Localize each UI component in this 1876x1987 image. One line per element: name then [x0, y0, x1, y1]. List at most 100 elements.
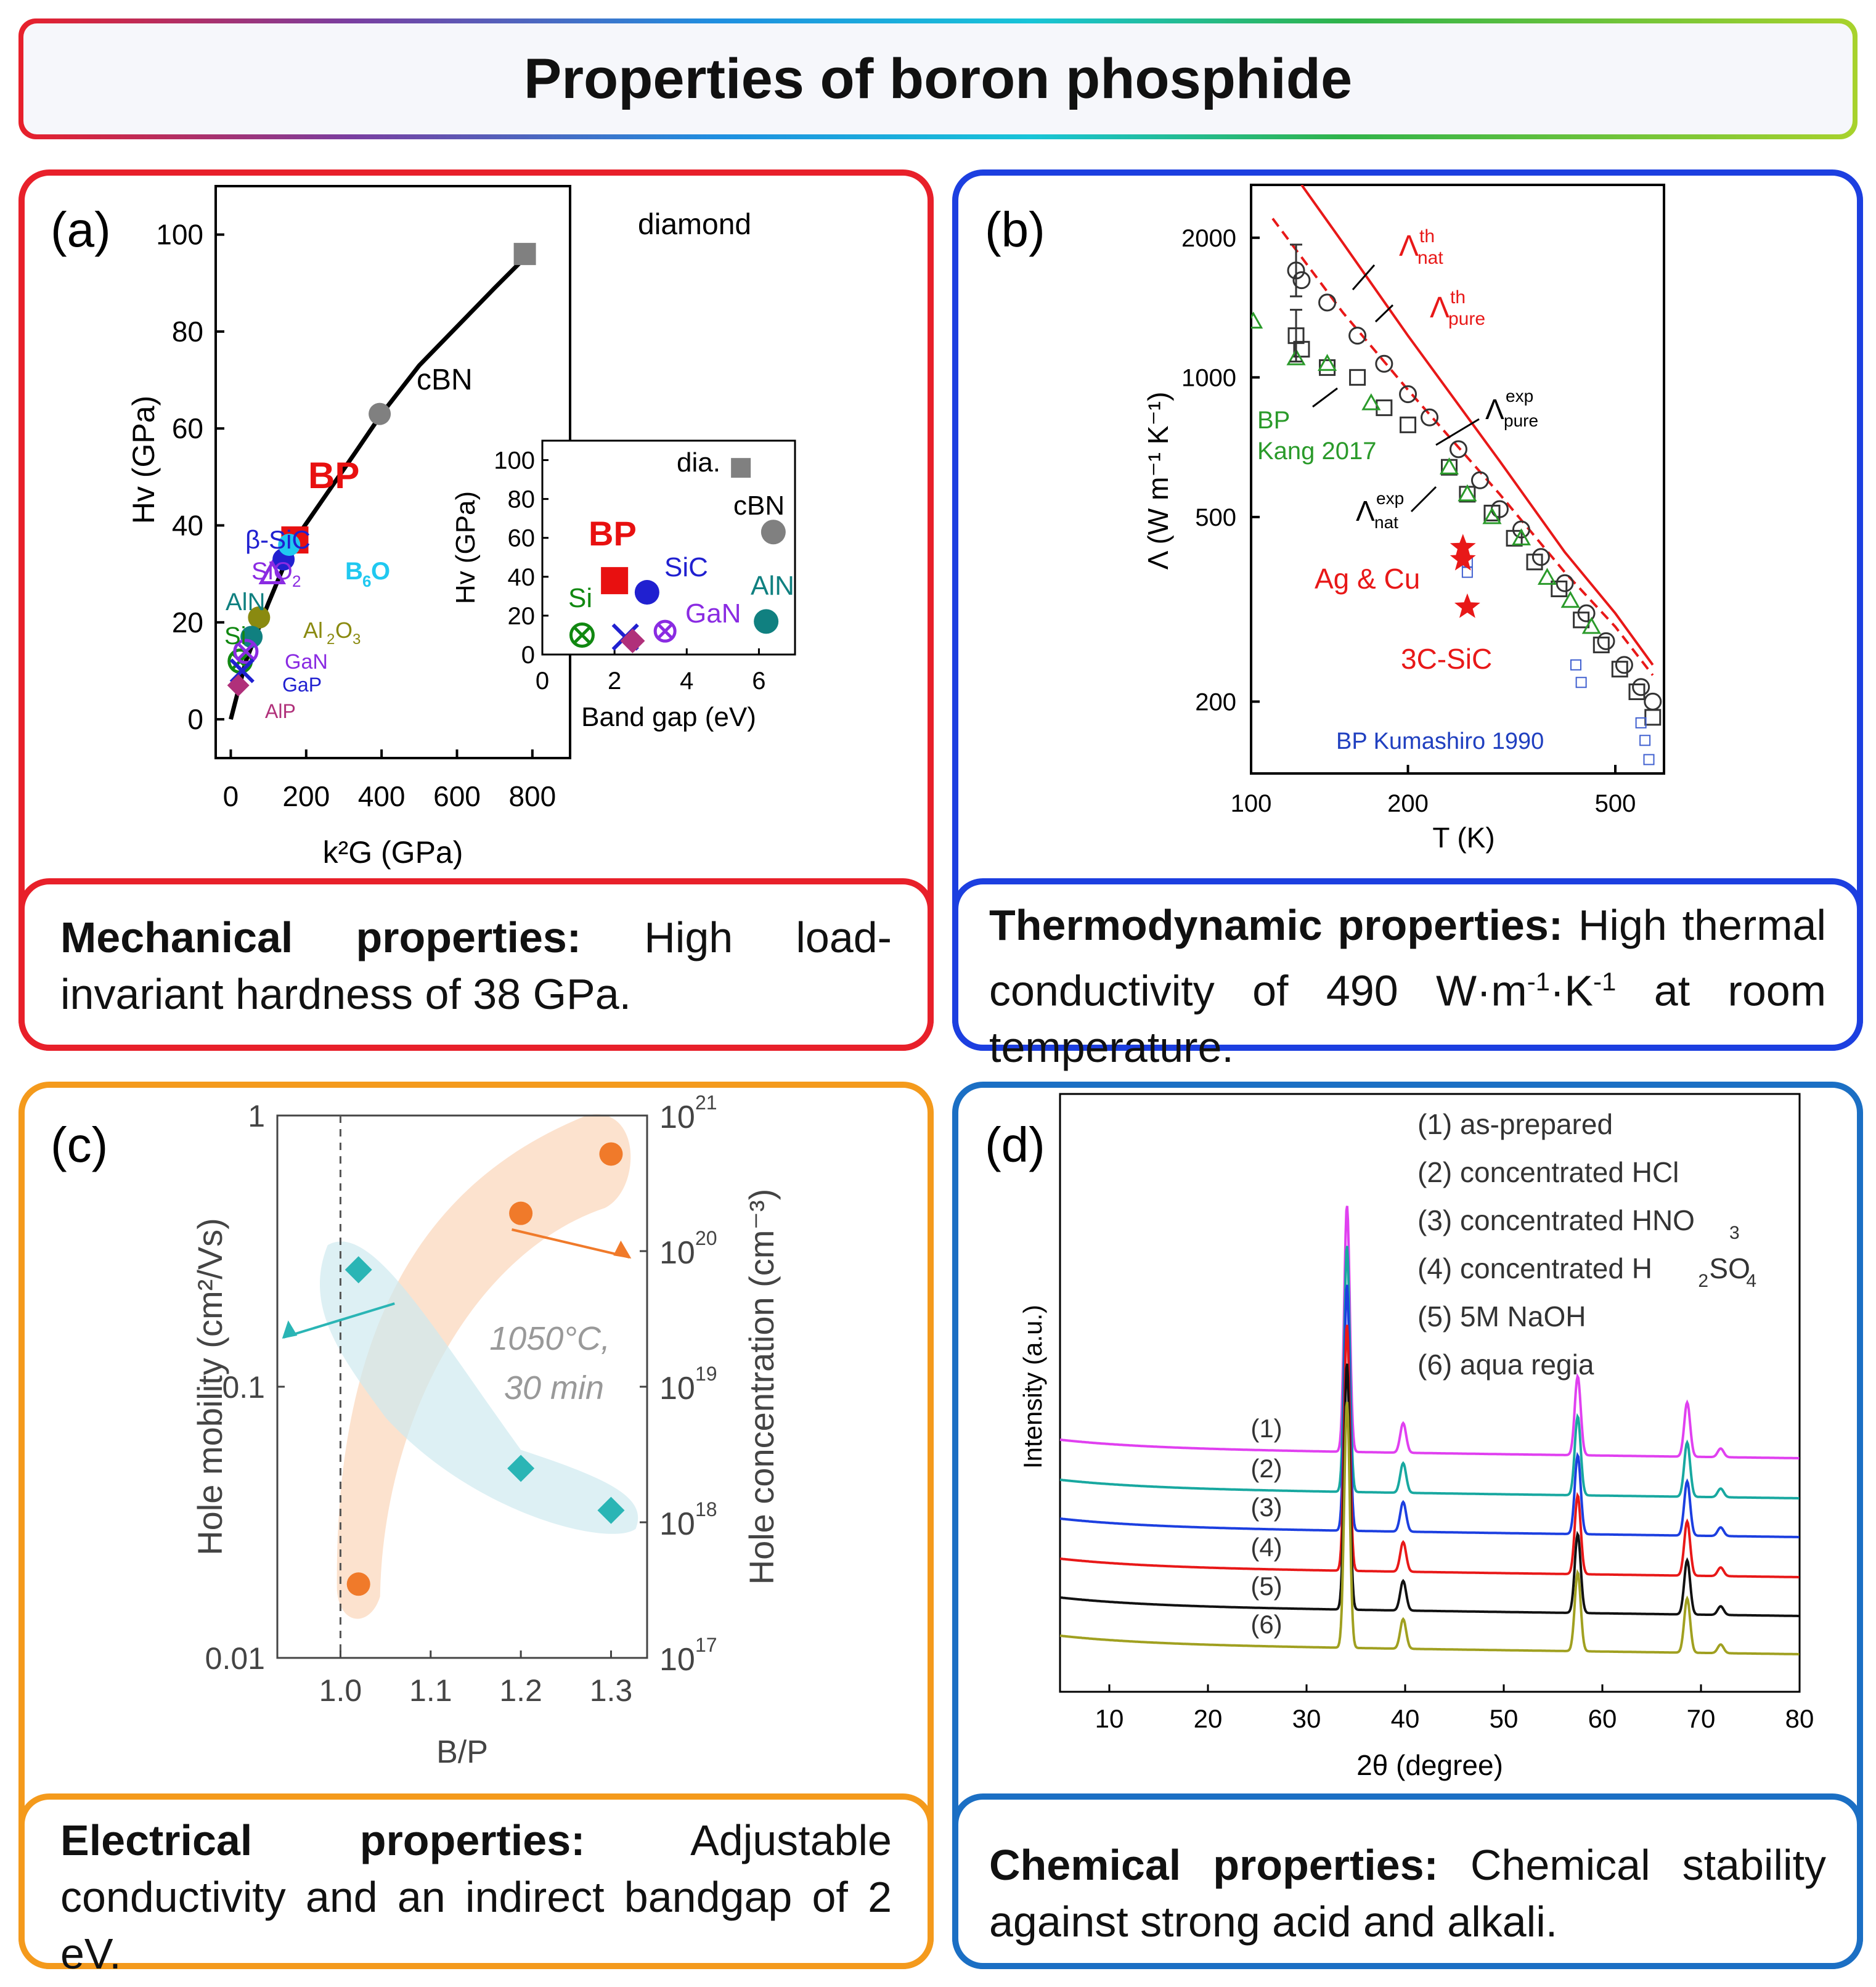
chart-b-kumashiro-point — [1643, 754, 1655, 765]
chart-a-label-b6o-o: O — [371, 558, 390, 585]
chart-b-theory-nat-line — [1271, 218, 1654, 676]
chart-a-label-b6o-6: 6 — [362, 572, 371, 590]
chart-d-series-4 — [1059, 1324, 1800, 1578]
chart-b-exp-nat-point — [1376, 399, 1393, 417]
chart-d-xrd: 10 20 30 40 50 60 70 80 2θ (degree) Intensity (a.… — [1018, 1093, 1814, 1781]
chart-b-exp-pure-point — [1421, 408, 1439, 426]
chart-b-errorbar — [1290, 243, 1303, 298]
chart-a-label-si: Si — [224, 622, 247, 650]
chart-b-plot-area — [1251, 185, 1662, 765]
panel-a-label: (a) — [51, 202, 111, 257]
chart-b-kumashiro-point — [1575, 677, 1587, 688]
chart-c-y2tick-base: 10 — [659, 1506, 695, 1542]
chart-d-xtick-label: 10 — [1095, 1704, 1124, 1733]
chart-b-exp-nat-point — [1628, 683, 1646, 700]
chart-a-label-sio2-sub: 2 — [292, 572, 301, 590]
caption-d-bold: Chemical properties: — [989, 1841, 1438, 1889]
chart-c-mobility-band — [319, 1241, 638, 1534]
chart-c-y2tick-base: 10 — [659, 1371, 695, 1406]
chart-a-inset-xtick-label: 6 — [752, 667, 765, 695]
chart-a-ytick-label: 100 — [156, 219, 203, 251]
chart-a-label-gan: GaN — [285, 650, 328, 674]
chart-a-inset-label-AlN: AlN — [751, 571, 794, 601]
chart-b-exp-nat-point — [1319, 359, 1336, 376]
chart-a-inset-point-AlN — [754, 609, 779, 634]
caption-b-sup-2: -1 — [1593, 967, 1617, 996]
chart-b-exp-nat-point — [1593, 636, 1610, 653]
chart-d-xtick-label: 70 — [1687, 1704, 1716, 1733]
chart-a-inset-ytick-label: 60 — [508, 525, 536, 552]
chart-a-point-GaN-x — [237, 642, 255, 661]
chart-d-xtick-label: 60 — [1588, 1704, 1617, 1733]
chart-a-label-diamond: diamond — [638, 208, 751, 241]
chart-b-ytick-label: 500 — [1195, 504, 1236, 531]
chart-a-point-Al2O3 — [248, 606, 271, 629]
chart-b-exp-nat-point — [1644, 709, 1662, 726]
chart-d-xtick-label: 20 — [1194, 1704, 1223, 1733]
chart-c-mobility-arrow — [283, 1302, 395, 1339]
chart-a-label-aln: AlN — [226, 589, 265, 616]
chart-c-mobility-point — [345, 1256, 372, 1284]
chart-b-label-bp-kang: BP — [1257, 407, 1290, 434]
chart-d-legend-4: (4) concentrated H — [1417, 1252, 1652, 1284]
chart-a-inset-ytick-label: 40 — [508, 564, 536, 591]
chart-a-xlabel: k²G (GPa) — [323, 835, 463, 870]
chart-a-xtick-label: 0 — [223, 780, 239, 812]
chart-b-exp-nat-point — [1526, 553, 1543, 571]
chart-b-kang-point — [1458, 484, 1477, 502]
chart-b-kang-point — [1251, 311, 1263, 329]
chart-a-inset-ytick-label: 80 — [508, 486, 536, 513]
chart-c-mobility-point — [507, 1455, 535, 1482]
chart-b-kang-point — [1482, 507, 1502, 524]
caption-b-sup-1: -1 — [1527, 967, 1551, 996]
chart-a-inset-xlabel: Band gap (eV) — [581, 702, 756, 732]
chart-b-label-kang-2017: Kang 2017 — [1257, 438, 1377, 465]
chart-b-xtick-label: 500 — [1595, 790, 1636, 817]
chart-c-xtick-label: 1.2 — [499, 1673, 542, 1708]
chart-c-mobility-point — [597, 1496, 625, 1524]
chart-b-exp-nat-point — [1349, 369, 1366, 386]
chart-b-ytick-label: 200 — [1195, 688, 1236, 716]
chart-a-inset-frame — [541, 439, 796, 656]
chart-d-series-label-6: (6) — [1250, 1610, 1282, 1639]
title-banner-inner: Properties of boron phosphide — [23, 23, 1853, 134]
chart-a-ytick-label: 0 — [187, 703, 203, 735]
chart-b-exp-pure-point — [1556, 574, 1574, 592]
chart-b-ylabel: Λ (W m⁻¹ K⁻¹) — [1142, 392, 1174, 570]
chart-b-exp-pure-point — [1632, 678, 1650, 696]
chart-c-concentration-point — [346, 1572, 370, 1596]
chart-a-inset-point-SiC — [634, 580, 659, 605]
chart-b-exp-pure-point — [1597, 632, 1615, 650]
chart-b-exp-pure-point — [1318, 293, 1337, 312]
chart-c-concentration-point — [509, 1201, 533, 1225]
chart-a-fit-curve — [229, 252, 531, 720]
chart-b-frame — [1250, 184, 1665, 775]
chart-a-inset-point-GaN-ring — [653, 619, 677, 643]
chart-a-inset-point-dia. — [731, 458, 751, 478]
chart-a-inset-xtick-label: 0 — [536, 667, 549, 695]
chart-c-y2tick-base: 10 — [659, 1100, 695, 1135]
chart-c-y2label: Hole concentration (cm⁻³) — [742, 1189, 781, 1585]
chart-b-kang-point — [1537, 568, 1557, 585]
chart-a-inset-ylabel: Hv (GPa) — [451, 491, 481, 604]
chart-a-xtick-label: 400 — [358, 780, 406, 812]
chart-b-label-lambda-nat-th: Λ — [1399, 230, 1419, 263]
title-banner: Properties of boron phosphide — [18, 18, 1858, 139]
chart-b-xtick-label: 100 — [1231, 790, 1272, 817]
chart-a-xtick-label: 600 — [433, 780, 481, 812]
chart-b-xlabel: T (K) — [1432, 822, 1495, 854]
chart-b-theory-pure-line — [1300, 185, 1654, 666]
chart-d-legend-6: (6) aqua regia — [1417, 1348, 1594, 1381]
chart-c-mobility-arrowhead — [282, 1320, 298, 1339]
chart-d-series-1 — [1059, 1206, 1800, 1459]
chart-b-label-nat: nat — [1417, 248, 1443, 268]
chart-c-concentration-arrowhead — [613, 1240, 632, 1259]
chart-b-label-th: th — [1419, 226, 1435, 247]
chart-b-exp-pure-point — [1292, 271, 1311, 290]
chart-a-label-b6o-b: B — [345, 558, 363, 585]
chart-a-inset-xtick-label: 2 — [608, 667, 621, 695]
chart-c-y2tick-exp: 20 — [695, 1227, 717, 1249]
chart-a-label-al2o3-al: Al — [303, 618, 323, 643]
caption-b-mid: ·K — [1550, 966, 1594, 1015]
